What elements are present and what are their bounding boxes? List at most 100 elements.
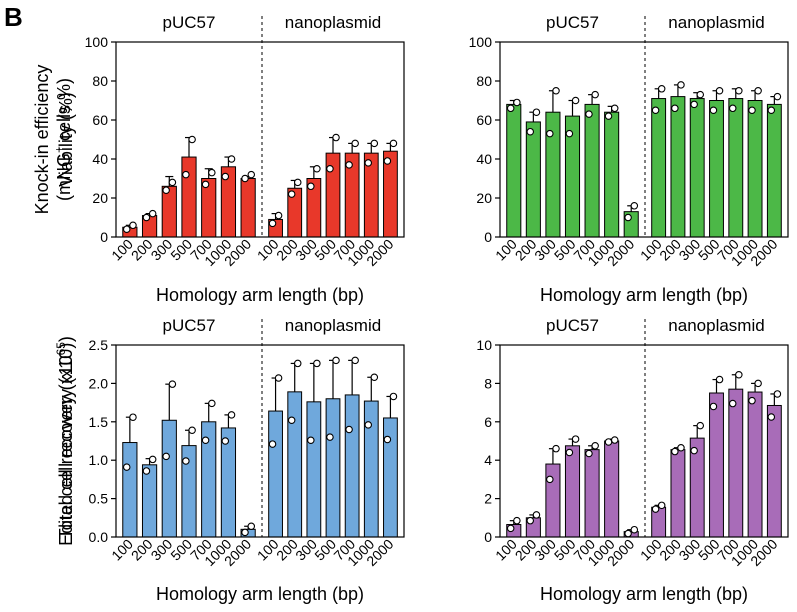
data-point	[389, 139, 398, 148]
bar	[689, 98, 705, 238]
data-point	[201, 180, 210, 189]
bar	[564, 445, 581, 538]
data-point	[383, 435, 392, 444]
x-axis-label: Homology arm length (bp)	[540, 584, 748, 604]
data-point	[526, 127, 535, 136]
plot-frame	[499, 41, 789, 238]
data-point	[677, 81, 685, 89]
y-tick-label: 0.5	[89, 491, 109, 507]
data-point	[728, 104, 737, 113]
data-point	[610, 104, 619, 113]
bar	[506, 103, 522, 238]
data-point	[671, 104, 679, 113]
group-title-nanoplasmid: nanoplasmid	[285, 316, 381, 335]
bar	[268, 410, 283, 538]
bar	[670, 449, 686, 538]
data-point	[565, 448, 574, 457]
data-point	[630, 202, 639, 210]
data-point	[364, 421, 373, 429]
data-point	[122, 225, 131, 233]
bar	[220, 427, 237, 538]
data-point	[313, 165, 321, 173]
data-point	[677, 443, 685, 452]
data-point	[122, 463, 131, 471]
y-tick-label: 80	[92, 73, 108, 89]
y-tick-label: 1.0	[89, 452, 109, 468]
data-point	[129, 413, 137, 421]
data-point	[227, 155, 236, 163]
bar	[525, 121, 541, 238]
data-point	[293, 359, 302, 368]
data-point	[241, 174, 249, 183]
data-point	[624, 213, 632, 222]
plot-frame	[499, 344, 789, 538]
data-point	[307, 182, 315, 191]
x-axis-label: Homology arm length (bp)	[540, 285, 748, 305]
bar	[728, 388, 744, 538]
data-point	[657, 85, 666, 93]
bar	[325, 398, 341, 538]
bar	[287, 391, 303, 538]
data-point	[591, 90, 599, 99]
data-point	[182, 170, 190, 179]
y-tick-label: 0	[484, 229, 492, 245]
bar	[604, 440, 620, 538]
data-point	[307, 436, 315, 444]
data-point	[552, 444, 560, 453]
y-tick-label: 2.0	[89, 375, 109, 391]
data-point	[142, 467, 151, 475]
data-point	[182, 457, 190, 465]
bar	[709, 100, 724, 238]
data-point	[754, 379, 762, 388]
bar	[545, 463, 561, 538]
data-point	[247, 170, 256, 179]
y-axis-label-part: )	[56, 336, 76, 342]
data-point	[767, 106, 776, 115]
y-tick-label: 10	[476, 337, 492, 353]
y-tick-label: 80	[476, 73, 492, 89]
data-point	[651, 505, 660, 513]
data-point	[709, 106, 718, 115]
data-point	[274, 374, 283, 382]
data-point	[188, 135, 196, 144]
y-tick-label: 100	[85, 34, 109, 50]
data-point	[247, 522, 256, 530]
plot-frame	[115, 344, 405, 538]
bar	[670, 96, 686, 238]
y-axis-label-sup: 6	[54, 348, 68, 355]
data-point	[383, 157, 392, 165]
data-point	[332, 133, 340, 142]
group-title-nanoplasmid: nanoplasmid	[668, 13, 764, 32]
y-tick-label: 2	[484, 491, 492, 507]
bar	[651, 98, 667, 238]
data-point	[748, 396, 756, 405]
data-point	[546, 475, 554, 484]
bar	[240, 178, 256, 238]
data-point	[227, 411, 236, 419]
y-axis-label: Total cell recovery (x106)	[54, 343, 76, 540]
y-tick-label: 0	[100, 229, 108, 245]
data-point	[221, 437, 230, 445]
data-point	[345, 425, 353, 434]
data-point	[274, 211, 283, 220]
bar	[181, 156, 197, 238]
group-title-puc57: pUC57	[163, 13, 216, 32]
y-tick-label: 60	[476, 112, 492, 128]
x-axis-label: Homology arm length (bp)	[156, 584, 364, 604]
data-point	[221, 172, 230, 181]
data-point	[351, 356, 359, 365]
y-axis-label-part: (mNG	[54, 153, 74, 201]
data-point	[709, 402, 718, 411]
data-point	[552, 87, 560, 95]
data-point	[767, 413, 776, 421]
data-point	[162, 452, 170, 461]
bar	[766, 103, 782, 238]
data-point	[728, 399, 737, 408]
y-axis-label: Viability (%)	[56, 92, 76, 187]
y-tick-label: 1.5	[89, 414, 109, 430]
data-point	[690, 100, 698, 109]
data-point	[168, 380, 177, 388]
data-point	[293, 178, 302, 187]
